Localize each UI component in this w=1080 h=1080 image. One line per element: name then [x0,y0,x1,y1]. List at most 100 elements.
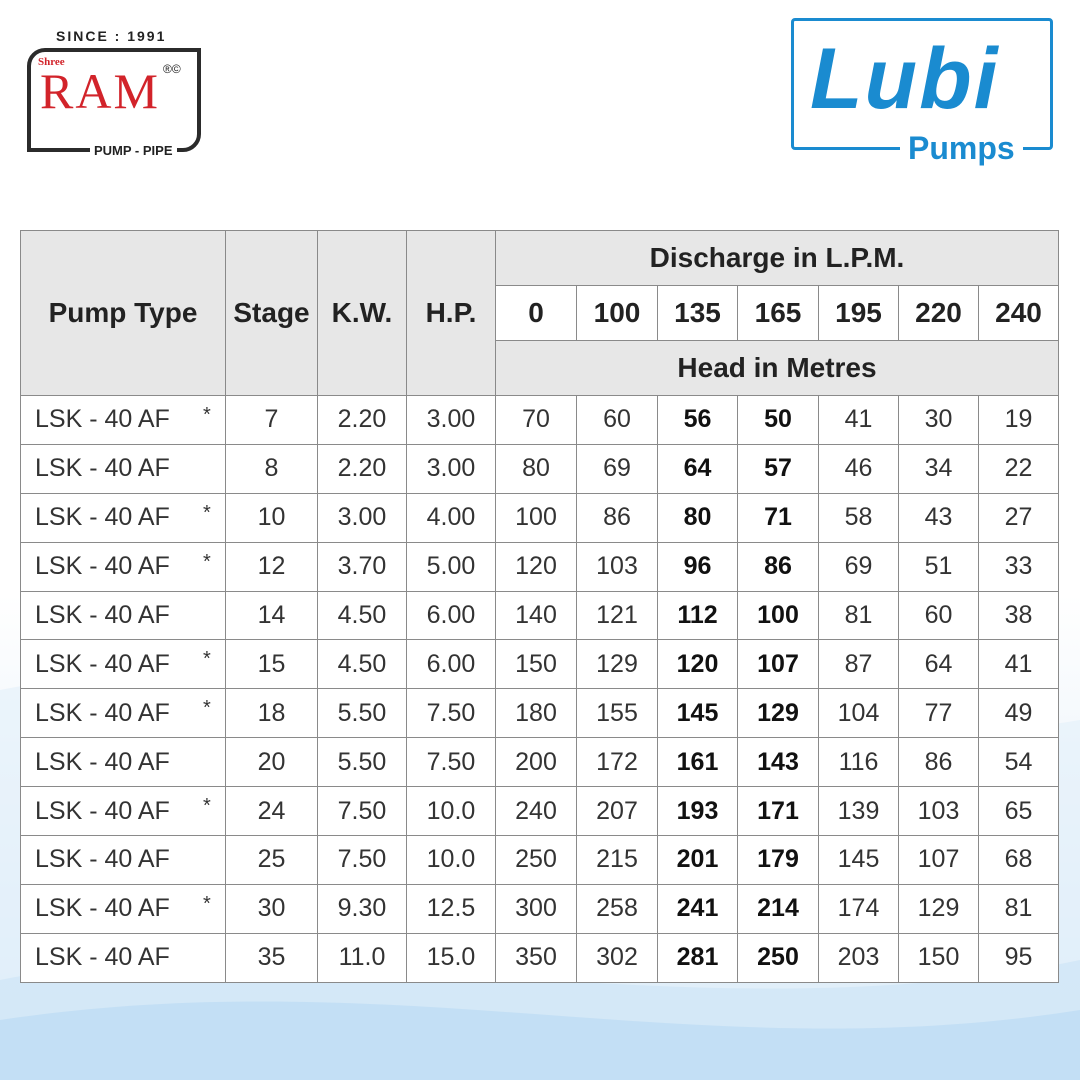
table-cell: 155 [576,688,658,739]
table-cell: 104 [818,688,899,739]
table-cell: 250 [737,932,819,983]
pump-type: LSK - 40 AF [35,454,170,483]
header-cell: H.P. [406,230,496,396]
table-cell: 15 [225,639,318,690]
table-cell: 9.30 [317,883,407,934]
table-cell: 100 [737,590,819,641]
star-mark: * [203,795,211,818]
data-row: LSK - 40 AF * 10 3.00 4.00 100 86 80 71 58 43 27 [20,492,1059,543]
table-cell: 38 [978,590,1059,641]
table-cell: 15.0 [406,932,496,983]
star-mark: * [203,648,211,671]
table-cell: 80 [495,443,577,494]
star-mark: * [203,892,211,915]
header-cell: 0 [495,285,577,341]
table-cell: 7.50 [406,688,496,739]
table-cell: 81 [978,883,1059,934]
table-cell: 171 [737,786,819,837]
data-row: LSK - 40 AF 14 4.50 6.00 140 121 112 100 81 60 38 [20,590,1059,641]
table-cell: 10 [225,492,318,543]
table-cell: 140 [495,590,577,641]
table-cell: 14 [225,590,318,641]
pump-type: LSK - 40 AF [35,405,170,434]
table-cell: 145 [657,688,738,739]
table-cell: 161 [657,737,738,788]
header-cell: K.W. [317,230,407,396]
table-cell: 172 [576,737,658,788]
table-cell: 70 [495,395,577,445]
pump-type-cell: LSK - 40 AF * [20,883,226,934]
table-cell: 58 [818,492,899,543]
table-cell: 7.50 [406,737,496,788]
table-cell: 60 [576,395,658,445]
header-cell: 195 [818,285,899,341]
table-cell: 2.20 [317,395,407,445]
ram-brand: RAM [40,63,160,119]
table-cell: 43 [898,492,979,543]
table-cell: 5.50 [317,688,407,739]
table-cell: 25 [225,835,318,885]
table-cell: 69 [818,541,899,592]
data-row: LSK - 40 AF 25 7.50 10.0 250 215 201 179 145 107 6… [20,835,1059,885]
table-cell: 129 [576,639,658,690]
table-cell: 22 [978,443,1059,494]
table-cell: 96 [657,541,738,592]
table-cell: 7.50 [317,786,407,837]
table-cell: 139 [818,786,899,837]
pump-type: LSK - 40 AF [35,943,170,972]
table-cell: 203 [818,932,899,983]
pump-type: LSK - 40 AF [35,649,170,678]
table-cell: 19 [978,395,1059,445]
pump-type: LSK - 40 AF [35,845,170,874]
table-cell: 10.0 [406,835,496,885]
data-row: LSK - 40 AF * 30 9.30 12.5 300 258 241 214 174 129… [20,883,1059,934]
pump-type-cell: LSK - 40 AF [20,835,226,885]
table-cell: 3.00 [317,492,407,543]
pump-type-cell: LSK - 40 AF * [20,492,226,543]
data-row: LSK - 40 AF * 7 2.20 3.00 70 60 56 50 41 30 19 [20,395,1059,445]
pump-type: LSK - 40 AF [35,601,170,629]
table-cell: 20 [225,737,318,788]
table-cell: 87 [818,639,899,690]
table-cell: 64 [657,443,738,494]
table-cell: 200 [495,737,577,788]
table-cell: 215 [576,835,658,885]
star-mark: * [203,404,211,426]
table-cell: 11.0 [317,932,407,983]
data-row: LSK - 40 AF * 18 5.50 7.50 180 155 145 129 104 77 4… [20,688,1059,739]
table-cell: 10.0 [406,786,496,837]
header-row: 0 100 135 165 195 220 240 [21,285,1059,341]
header-row: Pump Type Stage K.W. H.P. Discharge in L.P.M… [20,230,1059,396]
table-cell: 214 [737,883,819,934]
lubi-brand: Lubi [810,31,1000,127]
table-cell: 5.50 [317,737,407,788]
table-cell: 129 [737,688,819,739]
table-cell: 86 [737,541,819,592]
reg-mark: ®© [163,62,181,76]
table-cell: 103 [898,786,979,837]
table-cell: 30 [898,395,979,445]
table-cell: 174 [818,883,899,934]
table-cell: 207 [576,786,658,837]
table-cell: 50 [737,395,819,445]
table-cell: 4.50 [317,590,407,641]
pump-type-cell: LSK - 40 AF * [20,395,226,445]
table-cell: 12.5 [406,883,496,934]
table-cell: 57 [737,443,819,494]
table-cell: 281 [657,932,738,983]
table-cell: 3.00 [406,443,496,494]
table-cell: 150 [495,639,577,690]
pump-type-cell: LSK - 40 AF * [20,688,226,739]
table-cell: 24 [225,786,318,837]
table-cell: 2.20 [317,443,407,494]
pump-type-cell: LSK - 40 AF [20,737,226,788]
table-cell: 5.00 [406,541,496,592]
table-cell: 46 [818,443,899,494]
table-cell: 49 [978,688,1059,739]
table-cell: 86 [576,492,658,543]
table-cell: 68 [978,835,1059,885]
table-cell: 4.00 [406,492,496,543]
table-cell: 103 [576,541,658,592]
table-cell: 201 [657,835,738,885]
table-cell: 4.50 [317,639,407,690]
